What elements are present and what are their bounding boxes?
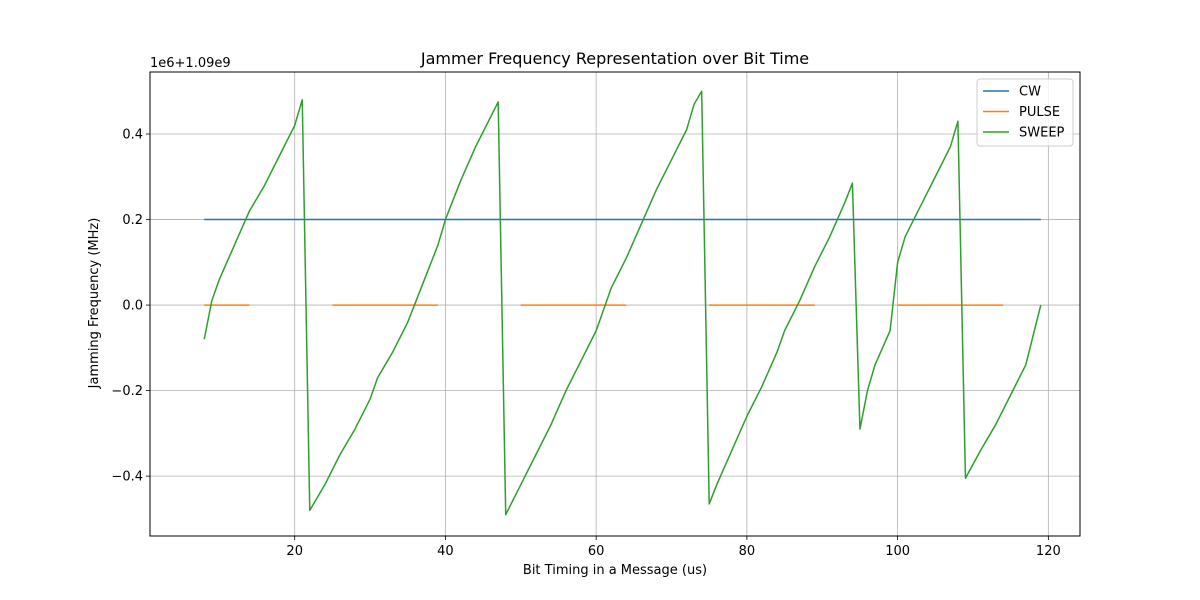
legend-sweep-label: SWEEP — [1019, 126, 1065, 141]
x-tick-label: 40 — [437, 544, 454, 559]
y-tick-label: −0.4 — [111, 470, 143, 485]
grid — [150, 72, 1080, 536]
y-axis-label: Jamming Frequency (MHz) — [87, 218, 102, 390]
legend-box — [976, 78, 1074, 147]
y-tick-label: 0.4 — [122, 128, 143, 143]
y-tick-label: 0.2 — [122, 213, 143, 228]
x-tick-label: 60 — [588, 544, 605, 559]
legend-pulse-label: PULSE — [1019, 105, 1060, 120]
x-tick-label: 120 — [1036, 544, 1061, 559]
ticks: 20 40 60 80 100 120 −0.4 −0.2 0.0 0.2 0.4 — [111, 128, 1060, 559]
x-tick-label: 100 — [885, 544, 910, 559]
series-sweep-line — [203, 90, 1042, 516]
series-group — [203, 90, 1042, 516]
legend: CW PULSE SWEEP — [976, 78, 1074, 147]
y-tick-label: 0.0 — [122, 299, 143, 314]
legend-cw-label: CW — [1019, 85, 1041, 100]
series-sweep — [203, 90, 1042, 516]
plot-frame — [149, 71, 1081, 537]
x-tick-label: 80 — [739, 544, 756, 559]
y-offset-label: 1e6+1.09e9 — [150, 56, 231, 71]
x-tick-label: 20 — [286, 544, 303, 559]
x-axis-label: Bit Timing in a Message (us) — [523, 563, 707, 578]
chart-title: Jammer Frequency Representation over Bit… — [420, 49, 809, 68]
y-tick-label: −0.2 — [111, 384, 143, 399]
